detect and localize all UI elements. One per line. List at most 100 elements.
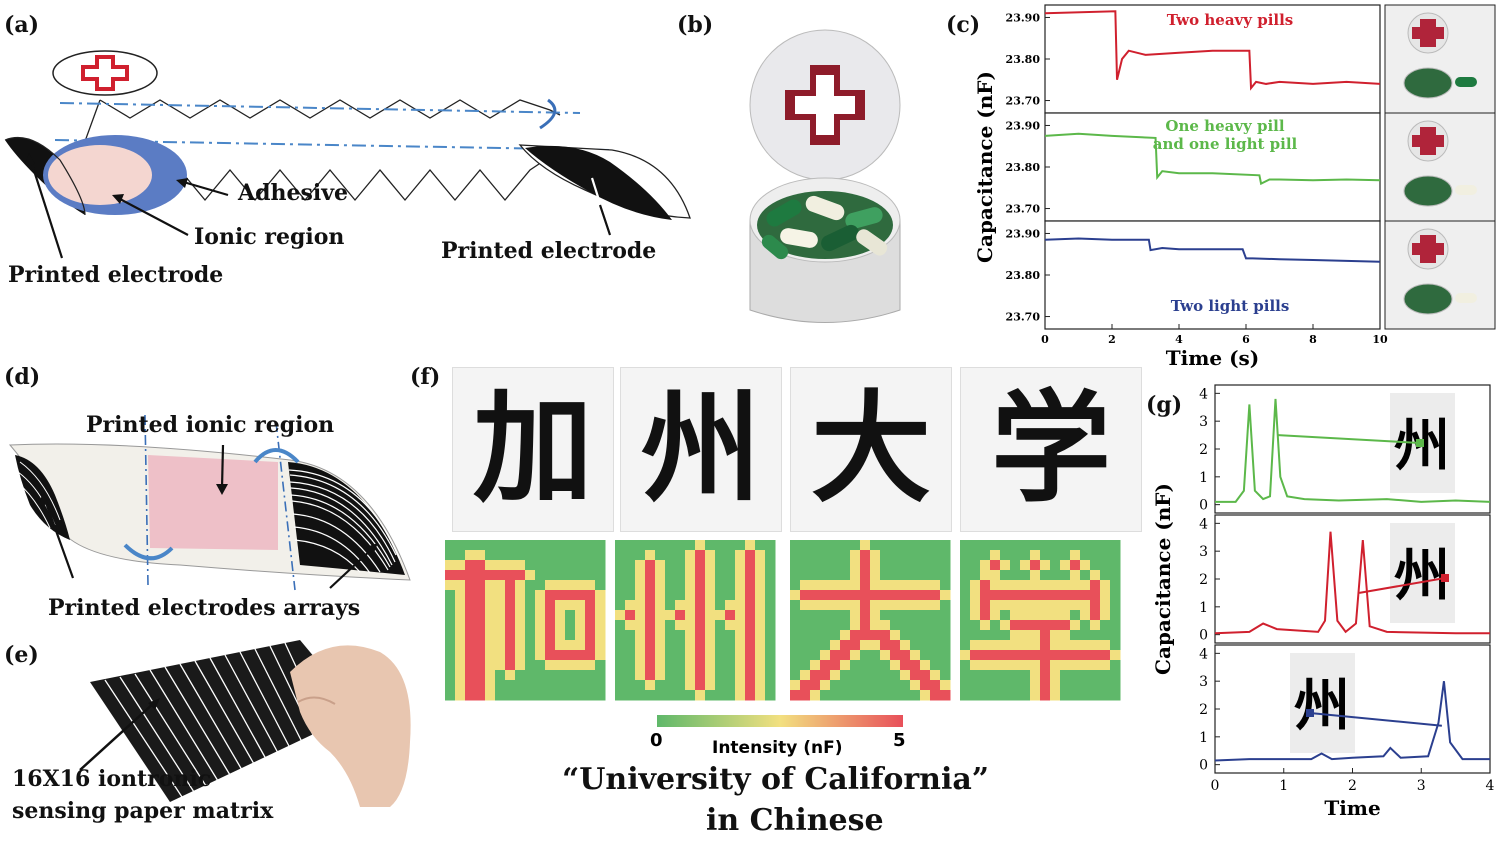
heatmap-cell <box>555 630 566 641</box>
heatmap-cell <box>755 600 766 611</box>
heatmap-cell <box>790 570 801 581</box>
heatmap-cell <box>1080 640 1091 651</box>
heatmap-cell <box>1070 560 1081 571</box>
heatmap-cell <box>455 680 466 691</box>
heatmap-cell <box>840 590 851 601</box>
heatmap-cell <box>1070 580 1081 591</box>
heatmap-cell <box>565 630 576 641</box>
heatmap-cell <box>1030 550 1041 561</box>
heatmap-cell <box>535 580 546 591</box>
heatmap-cell <box>505 690 516 701</box>
heatmap <box>445 540 606 701</box>
heatmap-cell <box>910 620 921 631</box>
heatmap-cell <box>890 620 901 631</box>
heatmap-cell <box>745 620 756 631</box>
chart-c-xtick-label: 6 <box>1242 333 1250 346</box>
heatmap-cell <box>1060 560 1071 571</box>
heatmap-cell <box>675 670 686 681</box>
heatmap-cell <box>545 630 556 641</box>
heatmap-cell <box>665 560 676 571</box>
heatmap-cell <box>735 650 746 661</box>
heatmap-cell <box>970 660 981 671</box>
heatmap-cell <box>810 690 821 701</box>
panel-label-c: (c) <box>946 12 981 38</box>
heatmap-cell <box>980 640 991 651</box>
heatmap-cell <box>705 680 716 691</box>
heatmap-cell <box>745 630 756 641</box>
heatmap-cell <box>745 690 756 701</box>
heatmap-cell <box>840 540 851 551</box>
heatmap-cell <box>635 630 646 641</box>
heatmap-cell <box>715 600 726 611</box>
heatmap-cell <box>840 550 851 561</box>
heatmap-cell <box>535 620 546 631</box>
character-photo: 学 <box>960 367 1142 532</box>
heatmap-cell <box>545 690 556 701</box>
heatmap-cell <box>745 590 756 601</box>
heatmap-cell <box>990 540 1001 551</box>
heatmap-cell <box>910 600 921 611</box>
heatmap-cell <box>615 550 626 561</box>
heatmap-cell <box>735 610 746 621</box>
heatmap-cell <box>445 670 456 681</box>
heatmap-cell <box>1050 640 1061 651</box>
heatmap-cell <box>840 650 851 661</box>
heatmap-cell <box>820 600 831 611</box>
pill-photo-thumb <box>1384 112 1496 222</box>
heatmap-cell <box>475 660 486 671</box>
heatmap-cell <box>850 640 861 651</box>
heatmap-cell <box>505 630 516 641</box>
heatmap-cell <box>685 540 696 551</box>
heatmap-cell <box>920 650 931 661</box>
heatmap-cell <box>940 660 951 671</box>
colorbar-label: Intensity (nF) <box>712 738 843 758</box>
heatmap-cell <box>990 630 1001 641</box>
label-printed-electrode-left: Printed electrode <box>8 262 224 288</box>
heatmap-cell <box>625 570 636 581</box>
heatmap-cell <box>820 560 831 571</box>
heatmap-cell <box>970 580 981 591</box>
heatmap-cell <box>910 540 921 551</box>
heatmap-cell <box>900 550 911 561</box>
heatmap-cell <box>685 550 696 561</box>
heatmap-cell <box>860 550 871 561</box>
heatmap-cell <box>1030 610 1041 621</box>
heatmap-cell <box>565 570 576 581</box>
heatmap-cell <box>1030 690 1041 701</box>
heatmap-cell <box>990 640 1001 651</box>
heatmap-cell <box>940 600 951 611</box>
heatmap-cell <box>555 600 566 611</box>
heatmap-cell <box>1020 680 1031 691</box>
heatmap-cell <box>695 630 706 641</box>
heatmap-cell <box>575 630 586 641</box>
heatmap-cell <box>675 540 686 551</box>
thumb-box <box>1403 283 1453 315</box>
chart-g-pointer <box>1359 577 1446 594</box>
heatmap-cell <box>810 550 821 561</box>
heatmap-cell <box>830 690 841 701</box>
heatmap-cell <box>1080 610 1091 621</box>
heatmap-cell <box>495 630 506 641</box>
heatmap-cell <box>930 660 941 671</box>
heatmap-cell <box>1040 620 1051 631</box>
chart-c-capacitance-vs-time: 23.90 23.80 23.70 Two heavy pills 23.90 23.80… <box>973 4 1496 370</box>
heatmap-cell <box>1090 610 1101 621</box>
heatmap-cell <box>465 610 476 621</box>
heatmap-cell <box>850 690 861 701</box>
heatmap-cell <box>695 620 706 631</box>
heatmap-cell <box>485 690 496 701</box>
heatmap-cell <box>475 590 486 601</box>
heatmap-cell <box>1070 670 1081 681</box>
heatmap-cell <box>850 670 861 681</box>
heatmap-cell <box>575 690 586 701</box>
heatmap-cell <box>645 620 656 631</box>
heatmap-cell <box>1070 650 1081 661</box>
heatmap-cell <box>810 560 821 571</box>
heatmap-cell <box>595 680 606 691</box>
heatmap-cell <box>755 580 766 591</box>
heatmap-cell <box>665 600 676 611</box>
heatmap-cell <box>765 630 776 641</box>
heatmap-cell <box>920 550 931 561</box>
heatmap-cell <box>1070 590 1081 601</box>
heatmap-cell <box>485 630 496 641</box>
